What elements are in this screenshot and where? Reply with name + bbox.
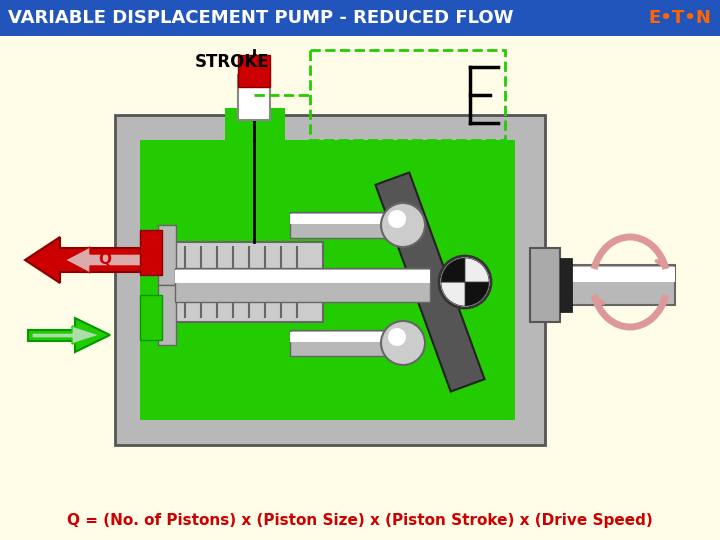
Text: Q = (No. of Pistons) x (Piston Size) x (Piston Stroke) x (Drive Speed): Q = (No. of Pistons) x (Piston Size) x (… — [67, 512, 653, 528]
Bar — [140, 230, 162, 275]
Circle shape — [381, 321, 425, 365]
Bar — [175, 242, 323, 322]
Bar — [158, 225, 176, 285]
Circle shape — [388, 328, 406, 346]
Wedge shape — [465, 282, 489, 306]
Bar — [226, 115, 283, 143]
Bar — [115, 115, 545, 445]
Text: Q: Q — [99, 253, 112, 267]
Text: STROKE: STROKE — [195, 53, 269, 71]
Bar — [0, 0, 720, 36]
Bar — [140, 295, 162, 340]
Bar — [560, 258, 572, 312]
Bar — [175, 268, 430, 302]
Circle shape — [381, 203, 425, 247]
Bar — [290, 214, 400, 224]
Polygon shape — [32, 326, 100, 344]
Bar — [238, 75, 270, 120]
Wedge shape — [441, 282, 465, 306]
Wedge shape — [465, 258, 489, 282]
Bar — [290, 212, 400, 238]
Circle shape — [439, 256, 491, 308]
Text: E•T•N: E•T•N — [649, 9, 711, 27]
Polygon shape — [28, 318, 110, 352]
Wedge shape — [441, 258, 465, 282]
Bar — [238, 55, 270, 87]
Circle shape — [388, 210, 406, 228]
Polygon shape — [65, 247, 150, 273]
Bar — [530, 248, 560, 322]
Bar — [290, 330, 400, 356]
Bar — [545, 265, 675, 305]
Bar — [225, 108, 285, 143]
Bar — [310, 50, 505, 140]
Polygon shape — [375, 172, 485, 392]
Bar — [290, 332, 400, 342]
Polygon shape — [25, 237, 155, 283]
Bar — [140, 140, 515, 420]
Text: VARIABLE DISPLACEMENT PUMP - REDUCED FLOW: VARIABLE DISPLACEMENT PUMP - REDUCED FLO… — [8, 9, 513, 27]
Bar — [545, 267, 675, 282]
Bar — [175, 270, 430, 283]
Bar — [158, 285, 176, 345]
